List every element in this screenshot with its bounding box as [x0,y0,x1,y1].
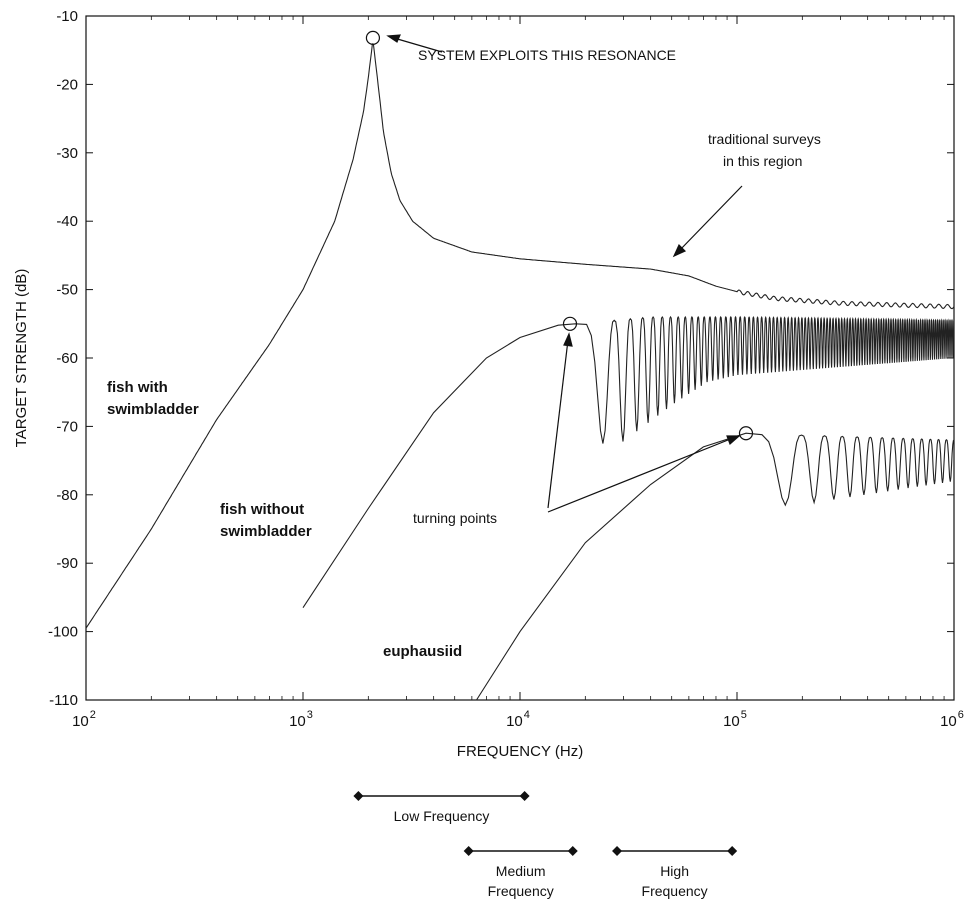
y-tick-label: -20 [56,76,78,93]
curves [85,43,955,701]
curve-fish-with-swimbladder [85,43,955,629]
annotation-turning-points: turning points [413,510,497,526]
arrowhead-resonance [386,34,401,43]
band-end-diamond [353,791,364,801]
arrowhead-turning-left [563,332,573,347]
y-tick-label: -100 [48,624,78,641]
annotation-traditional-line1: traditional surveys [708,131,821,147]
y-axis-title: TARGET STRENGTH (dB) [13,269,30,448]
arrowhead-traditional [672,243,687,258]
annotation-arrows [386,34,743,513]
x-axis-title: FREQUENCY (Hz) [457,743,583,760]
annotation-traditional-line2: in this region [723,153,802,169]
turning-point-markers [365,30,754,441]
annotation-euphausiid: euphausiid [383,643,462,660]
turning-point-marker [562,316,578,331]
x-tick-exponent: 6 [958,709,964,721]
band-label: Frequency [488,883,554,899]
x-tick-exponent: 4 [524,709,530,721]
turning-point-marker [365,30,381,45]
arrow-traditional [677,185,743,253]
y-tick-label: -110 [49,692,78,709]
arrowhead-turning-right [726,435,741,446]
band-end-diamond [727,846,738,856]
curve-euphausiid [476,432,955,701]
annotation-resonance: SYSTEM EXPLOITS THIS RESONANCE [418,47,676,63]
annotation-fish-no-swimbladder-line2: swimbladder [220,523,312,540]
x-tick-exponent: 3 [307,709,313,721]
y-tick-label: -70 [56,418,78,435]
x-tick-label: 102 [72,709,96,730]
y-tick-label: -90 [56,555,78,572]
x-tick-exponent: 5 [741,709,747,721]
x-tick-exponent: 2 [90,709,96,721]
annotation-fish-swimbladder-line1: fish with [107,379,168,396]
x-tick-label: 104 [506,709,530,730]
frequency-bands: Low Frequency Medium Frequency High Frequenc… [353,791,738,899]
annotation-fish-swimbladder-line2: swimbladder [107,401,199,418]
plot-frame [85,15,955,701]
y-tick-label: -50 [56,282,78,299]
y-tick-label: -30 [56,145,78,162]
y-axis: -10 -20 -30 -40 -50 -60 -70 -80 -90 -100 -110 [48,8,954,709]
band-label: Low Frequency [394,808,490,824]
band-label: Medium [496,863,546,879]
curve-fish-without-swimbladder [302,315,955,609]
band-end-diamond [463,846,474,856]
x-tick-label: 105 [723,709,747,730]
band-end-diamond [519,791,530,801]
band-end-diamond [612,846,623,856]
arrow-turning-right [547,437,734,513]
arrow-turning-left [547,339,569,509]
y-tick-label: -40 [56,213,78,230]
x-tick-label: 106 [940,709,964,730]
annotation-fish-no-swimbladder-line1: fish without [220,501,304,518]
x-tick-label: 103 [289,709,313,730]
band-label: High [660,863,689,879]
arrow-resonance [393,37,443,53]
y-tick-label: -10 [56,8,78,25]
x-axis: 102 103 104 105 106 [72,16,964,730]
band-label: Frequency [642,883,708,899]
turning-point-marker [738,426,754,441]
band-end-diamond [567,846,578,856]
y-tick-label: -60 [56,350,78,367]
y-tick-label: -80 [56,487,78,504]
